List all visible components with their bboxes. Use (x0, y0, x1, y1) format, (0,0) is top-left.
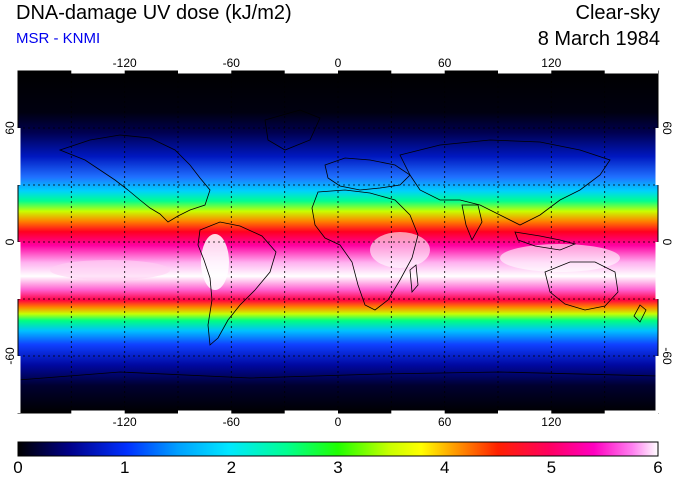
colorbar (17, 441, 659, 457)
lat-tick-left: -60 (3, 347, 17, 365)
colorbar-label: 5 (546, 458, 557, 477)
lat-tick-right: 0 (660, 238, 674, 246)
frame-ticks (17, 70, 659, 414)
colorbar-label: 1 (119, 458, 130, 477)
colorbar-label: 4 (439, 458, 450, 477)
lon-tick-bottom: 60 (438, 415, 452, 429)
lon-tick-top: 120 (541, 56, 562, 70)
colorbar-label: 0 (13, 458, 23, 477)
coastlines (18, 109, 658, 381)
lon-tick-top: -60 (222, 56, 240, 70)
lat-tick-left: 60 (3, 121, 17, 135)
lat-tick-right: 60 (660, 121, 674, 135)
lon-tick-top: -120 (112, 56, 137, 70)
colorbar-label: 6 (653, 458, 663, 477)
map-date: 8 March 1984 (537, 28, 660, 50)
sky-condition: Clear-sky (575, 2, 660, 24)
lon-tick-top: 60 (438, 56, 452, 70)
lon-tick-bottom: -120 (112, 415, 137, 429)
lat-tick-right: -60 (660, 347, 674, 365)
graticule (18, 71, 658, 413)
colorbar-label: 2 (226, 458, 237, 477)
lon-tick-bottom: 120 (541, 415, 562, 429)
source-label: MSR - KNMI (16, 30, 101, 47)
lon-tick-bottom: -60 (222, 415, 240, 429)
colorbar-label: 3 (333, 458, 343, 477)
map-title: DNA-damage UV dose (kJ/m2) (16, 2, 292, 24)
lat-tick-left: 0 (3, 238, 17, 246)
lon-tick-top: 0 (334, 56, 342, 70)
lon-tick-bottom: 0 (334, 415, 342, 429)
